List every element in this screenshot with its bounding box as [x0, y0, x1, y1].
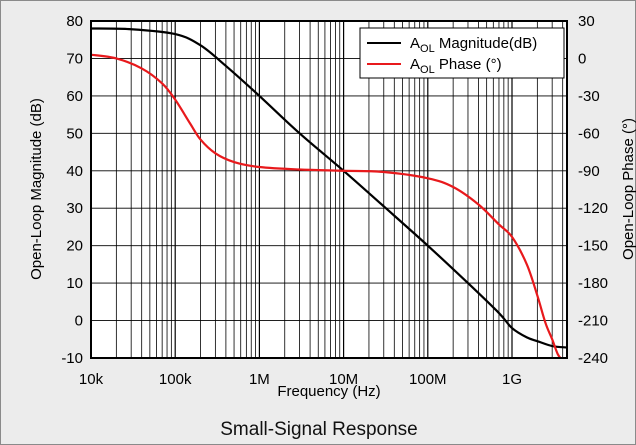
y-tick-label-right: -120	[578, 200, 608, 217]
y-tick-label-right: 30	[578, 13, 595, 30]
x-tick-label: 1G	[502, 371, 522, 388]
y-tick-label-right: -30	[578, 88, 600, 105]
x-tick-label: 100k	[159, 371, 192, 388]
legend-label-magnitude: AOL Magnitude(dB)	[410, 35, 537, 55]
legend-magnitude-rest: Magnitude(dB)	[435, 35, 538, 52]
y-tick-label-left: 70	[66, 50, 83, 67]
legend-phase-sub: OL	[420, 64, 435, 76]
legend-label-phase: AOL Phase (°)	[410, 56, 502, 76]
figure-caption: Small-Signal Response	[220, 419, 418, 440]
series-line-phase	[91, 53, 562, 358]
x-tick-label: 1M	[249, 371, 270, 388]
y-tick-label-right: -210	[578, 313, 608, 330]
legend: AOL Magnitude(dB) AOL Phase (°)	[359, 27, 565, 79]
x-tick-label: 10M	[329, 371, 358, 388]
y-tick-label-left: 20	[66, 238, 83, 255]
tick-labels: 10k 100k 1M 10M 100M 1G -10 0 10 20 30 40 50 60 70 80 -2…	[61, 13, 608, 388]
y-tick-label-left: 80	[66, 13, 83, 30]
legend-magnitude-sub: OL	[420, 43, 435, 55]
y-axis-label-left: Open-Loop Magnitude (dB)	[28, 98, 45, 280]
series-line-magnitude	[91, 27, 567, 349]
chart: 10k 100k 1M 10M 100M 1G -10 0 10 20 30 40 50 60 70 80 -2…	[28, 13, 636, 400]
x-tick-label: 10k	[79, 371, 104, 388]
y-tick-label-left: 0	[75, 313, 83, 330]
y-tick-label-left: 40	[66, 163, 83, 180]
legend-box	[359, 27, 565, 79]
x-tick-label: 100M	[409, 371, 447, 388]
y-tick-label-right: -240	[578, 350, 608, 367]
legend-magnitude-main: A	[410, 35, 420, 52]
grid	[91, 21, 567, 358]
series-lines	[91, 27, 567, 358]
y-tick-label-right: 0	[578, 50, 586, 67]
y-tick-label-left: 10	[66, 275, 83, 292]
y-tick-label-right: -180	[578, 275, 608, 292]
y-tick-label-left: 30	[66, 200, 83, 217]
legend-phase-main: A	[410, 56, 420, 73]
y-tick-label-right: -90	[578, 163, 600, 180]
y-axis-label-right: Open-Loop Phase (°)	[620, 118, 636, 260]
y-tick-label-left: -10	[61, 350, 83, 367]
y-tick-label-right: -150	[578, 238, 608, 255]
legend-phase-rest: Phase (°)	[435, 56, 502, 73]
plot-border	[90, 20, 568, 359]
y-tick-label-left: 50	[66, 125, 83, 142]
y-tick-label-left: 60	[66, 88, 83, 105]
x-axis-label: Frequency (Hz)	[277, 383, 380, 400]
y-tick-label-right: -60	[578, 125, 600, 142]
